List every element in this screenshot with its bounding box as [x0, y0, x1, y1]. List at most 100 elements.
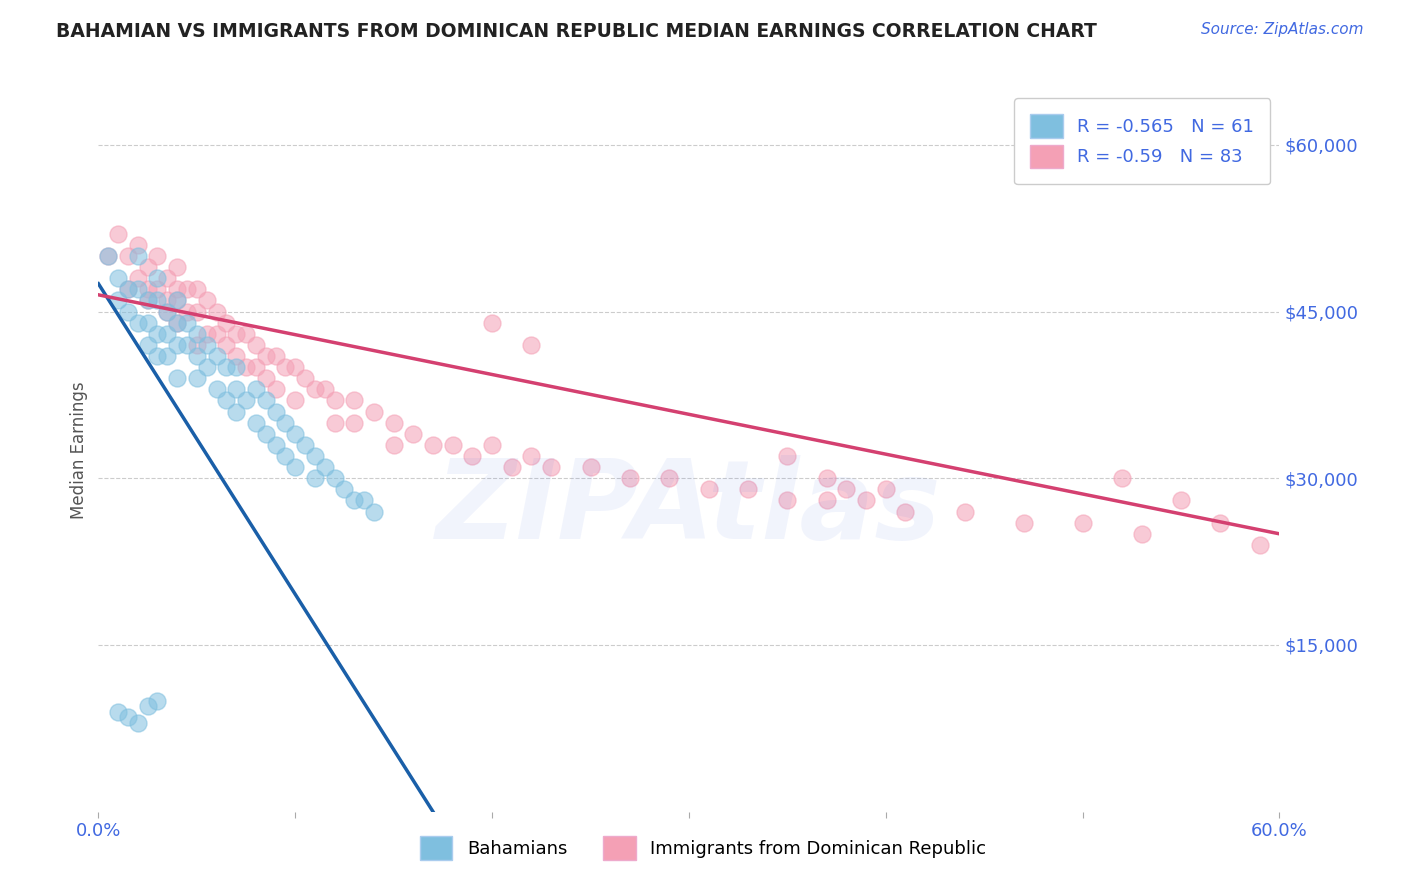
Point	[343, 393, 366, 408]
Point	[117, 282, 139, 296]
Point	[186, 371, 208, 385]
Point	[835, 483, 858, 497]
Legend: Bahamians, Immigrants from Dominican Republic: Bahamians, Immigrants from Dominican Rep…	[405, 822, 1001, 874]
Point	[136, 293, 159, 308]
Point	[186, 349, 208, 363]
Point	[245, 416, 267, 430]
Point	[166, 371, 188, 385]
Point	[176, 338, 198, 352]
Point	[136, 293, 159, 308]
Point	[658, 471, 681, 485]
Point	[245, 360, 267, 375]
Point	[264, 438, 287, 452]
Y-axis label: Median Earnings: Median Earnings	[70, 382, 89, 519]
Point	[186, 338, 208, 352]
Point	[186, 304, 208, 318]
Point	[1071, 516, 1094, 530]
Point	[107, 705, 129, 719]
Point	[166, 260, 188, 274]
Point	[274, 416, 297, 430]
Point	[294, 371, 316, 385]
Point	[136, 260, 159, 274]
Point	[619, 471, 641, 485]
Point	[1111, 471, 1133, 485]
Point	[254, 426, 277, 441]
Point	[697, 483, 720, 497]
Point	[117, 304, 139, 318]
Point	[284, 460, 307, 475]
Point	[215, 338, 238, 352]
Point	[127, 271, 149, 285]
Point	[481, 438, 503, 452]
Point	[127, 237, 149, 252]
Point	[235, 360, 257, 375]
Point	[1130, 526, 1153, 541]
Point	[225, 404, 247, 418]
Point	[363, 404, 385, 418]
Point	[333, 483, 356, 497]
Point	[136, 282, 159, 296]
Point	[166, 282, 188, 296]
Point	[264, 404, 287, 418]
Point	[304, 471, 326, 485]
Point	[441, 438, 464, 452]
Point	[1209, 516, 1232, 530]
Point	[195, 338, 218, 352]
Point	[501, 460, 523, 475]
Point	[156, 304, 179, 318]
Point	[205, 349, 228, 363]
Point	[166, 293, 188, 308]
Point	[146, 326, 169, 341]
Point	[146, 249, 169, 263]
Point	[1249, 538, 1271, 552]
Text: BAHAMIAN VS IMMIGRANTS FROM DOMINICAN REPUBLIC MEDIAN EARNINGS CORRELATION CHART: BAHAMIAN VS IMMIGRANTS FROM DOMINICAN RE…	[56, 22, 1097, 41]
Point	[323, 416, 346, 430]
Point	[314, 382, 336, 396]
Point	[343, 493, 366, 508]
Point	[205, 382, 228, 396]
Point	[402, 426, 425, 441]
Point	[776, 493, 799, 508]
Text: ZIPAtlas: ZIPAtlas	[436, 455, 942, 562]
Point	[363, 505, 385, 519]
Point	[146, 271, 169, 285]
Point	[225, 360, 247, 375]
Point	[136, 699, 159, 714]
Point	[353, 493, 375, 508]
Point	[579, 460, 602, 475]
Point	[323, 393, 346, 408]
Point	[481, 316, 503, 330]
Point	[314, 460, 336, 475]
Point	[166, 316, 188, 330]
Point	[176, 316, 198, 330]
Point	[156, 304, 179, 318]
Point	[274, 449, 297, 463]
Point	[284, 393, 307, 408]
Point	[127, 316, 149, 330]
Point	[461, 449, 484, 463]
Point	[156, 271, 179, 285]
Point	[127, 249, 149, 263]
Point	[166, 338, 188, 352]
Point	[107, 271, 129, 285]
Point	[422, 438, 444, 452]
Point	[294, 438, 316, 452]
Point	[875, 483, 897, 497]
Point	[254, 371, 277, 385]
Point	[107, 227, 129, 241]
Point	[215, 393, 238, 408]
Point	[254, 349, 277, 363]
Point	[284, 360, 307, 375]
Point	[776, 449, 799, 463]
Point	[107, 293, 129, 308]
Point	[195, 360, 218, 375]
Point	[737, 483, 759, 497]
Point	[520, 338, 543, 352]
Point	[894, 505, 917, 519]
Point	[815, 471, 838, 485]
Point	[127, 282, 149, 296]
Point	[245, 338, 267, 352]
Point	[855, 493, 877, 508]
Point	[186, 282, 208, 296]
Point	[245, 382, 267, 396]
